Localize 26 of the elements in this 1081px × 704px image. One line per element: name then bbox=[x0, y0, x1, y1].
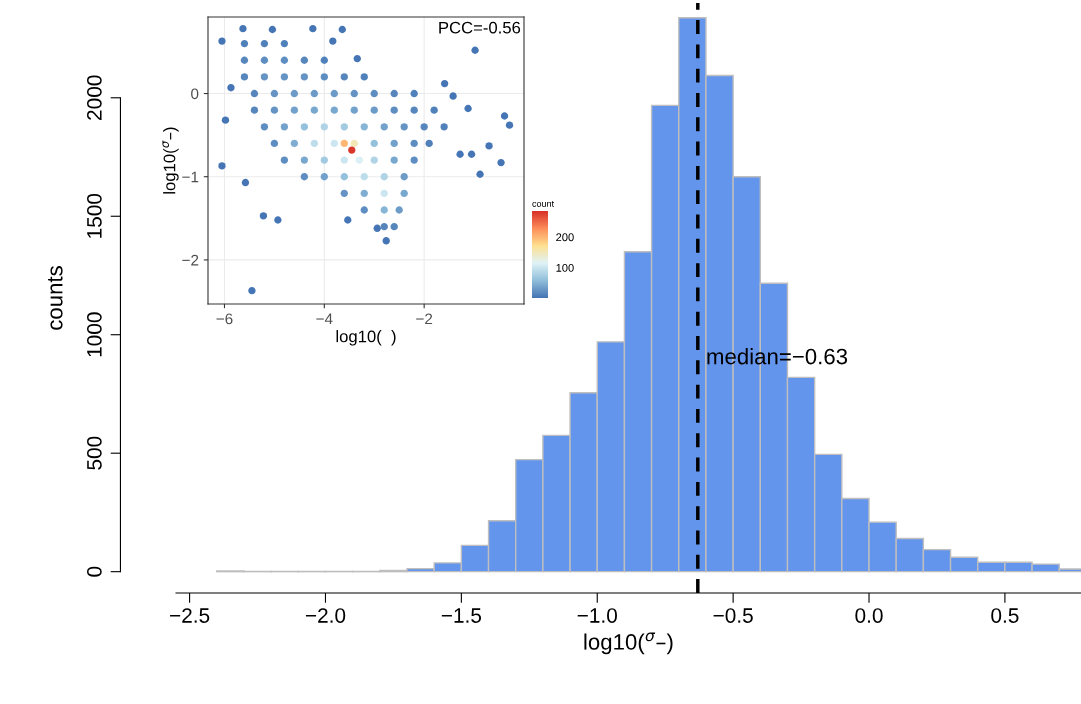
x-tick-label: 0.5 bbox=[991, 608, 1019, 623]
y-tick-label: 2000 bbox=[86, 75, 102, 120]
y-axis-title: counts bbox=[48, 266, 63, 330]
x-tick-label: −2.5 bbox=[170, 608, 210, 623]
y-tick-label: 0 bbox=[191, 88, 199, 100]
y-tick-label: 0 bbox=[86, 566, 102, 577]
y-tick-label: 1500 bbox=[86, 193, 102, 238]
x-tick-label: −6 bbox=[216, 313, 233, 325]
color-bar-label: 100 bbox=[556, 263, 574, 272]
y-tick-label: −2 bbox=[182, 254, 199, 266]
x-tick-label: −1.5 bbox=[441, 608, 482, 623]
x-axis-title: log10( ) bbox=[336, 330, 396, 346]
y-axis-title: log10($^{σ}$–) bbox=[162, 127, 179, 194]
color-bar-title: count bbox=[532, 201, 555, 207]
x-tick-label: −4 bbox=[316, 313, 333, 325]
x-tick-label: −2 bbox=[416, 313, 433, 325]
y-tick-label: −1 bbox=[182, 171, 199, 183]
color-bar-label: 200 bbox=[556, 233, 574, 242]
x-axis-title: log10($^{σ}$–) bbox=[584, 632, 673, 655]
annotation: PCC=-0.56 bbox=[439, 21, 521, 34]
x-tick-label: −2.0 bbox=[305, 608, 346, 623]
x-tick-label: 0.0 bbox=[855, 608, 883, 623]
y-tick-label: 500 bbox=[86, 436, 102, 470]
y-tick-label: 1000 bbox=[86, 312, 102, 357]
x-tick-label: −0.5 bbox=[713, 608, 753, 623]
x-tick-label: −1.0 bbox=[577, 608, 617, 623]
